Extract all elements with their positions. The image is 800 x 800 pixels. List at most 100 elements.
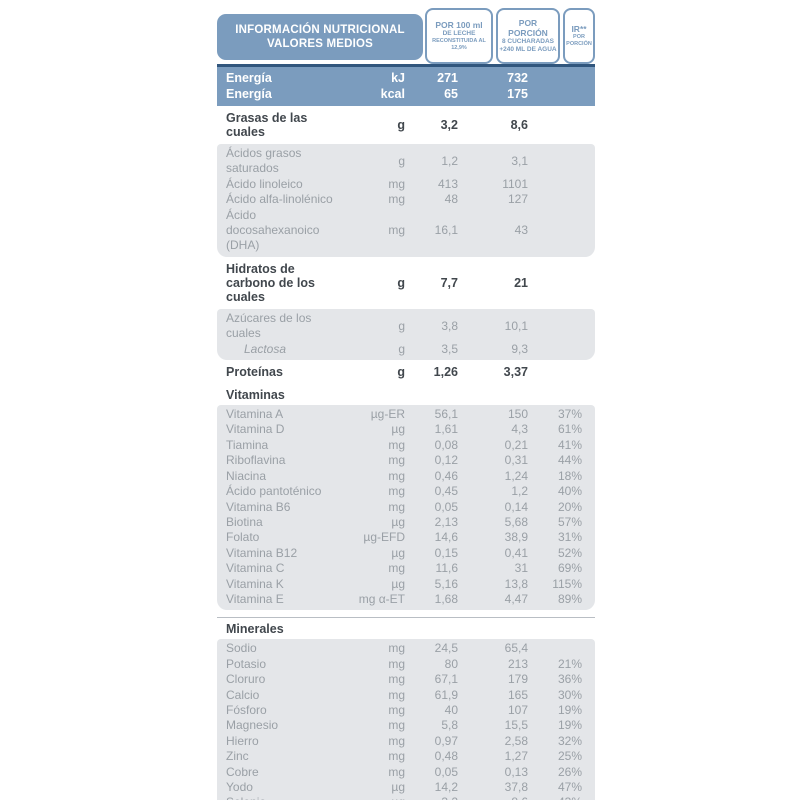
row-unit: mg: [388, 687, 405, 702]
col-ir-line1: IR**: [571, 24, 587, 34]
row-value-ir-percent: 43%: [539, 795, 595, 800]
row-unit: mg: [388, 656, 405, 671]
table-title: INFORMACIÓN NUTRICIONAL VALORES MEDIOS: [217, 14, 423, 60]
table-row: Grasas de las cuales g 3,2 8,6: [217, 106, 595, 144]
row-value-per-portion: 2,58: [504, 733, 528, 748]
row-value-ir-percent: 44%: [557, 453, 582, 468]
row-label: Vitamina B12: [226, 545, 298, 560]
table-row: Vitamina C mg 11,6 31 69%: [217, 561, 595, 577]
row-label: Vitamina K: [226, 576, 284, 591]
table-row: Vitamina B12 µg 0,15 0,41 52%: [217, 545, 595, 562]
row-value-per-portion: 3,1: [511, 153, 528, 168]
table-row: Vitaminas: [217, 384, 595, 406]
row-unit: µg: [391, 514, 405, 529]
row-label: Hidratos de carbono de los cuales: [226, 261, 315, 304]
row-label: Ácido pantoténico: [226, 484, 322, 499]
row-value-per-portion: 732: [507, 71, 528, 85]
row-value-ir-percent: 21%: [557, 656, 582, 671]
row-unit: mg: [388, 223, 405, 238]
row-label: Vitamina E: [226, 591, 284, 606]
row-value-per-portion: 21: [514, 275, 528, 290]
table-row: Vitamina E mg α-ET 1,68 4,47 89%: [217, 591, 595, 611]
row-value-ir-percent: 25%: [557, 749, 582, 764]
row-value-per-100ml: 0,46: [434, 468, 458, 483]
row-value-per-portion: 3,37: [503, 365, 528, 380]
row-label: Ácido linoleico: [226, 176, 303, 191]
row-value-per-portion: 165: [507, 687, 528, 702]
row-value-ir-percent: 57%: [557, 514, 582, 529]
row-value-per-portion: 1,27: [504, 749, 528, 764]
row-value-per-100ml: 7,7: [440, 275, 458, 290]
row-unit: g: [397, 365, 405, 380]
row-unit: g: [398, 153, 405, 168]
row-value-per-portion: 127: [507, 192, 528, 207]
row-value-per-portion: 107: [507, 702, 528, 717]
row-value-per-100ml: 67,1: [434, 672, 458, 687]
row-value-per-100ml: 0,48: [434, 749, 458, 764]
row-value-ir-percent: 20%: [557, 499, 582, 514]
row-value-per-100ml: 14,2: [434, 780, 458, 794]
row-unit: g: [398, 341, 405, 356]
row-label: Potasio: [226, 656, 267, 671]
row-value-per-100ml: 80: [444, 656, 458, 671]
row-unit: mg: [388, 561, 405, 576]
table-row: [217, 610, 595, 618]
row-value-per-100ml: 24,5: [434, 641, 458, 656]
table-row: Calcio mg 61,9 165 30%: [217, 687, 595, 703]
row-label: Zinc: [226, 749, 249, 764]
row-value-per-portion: 65,4: [504, 641, 528, 656]
title-line2: VALORES MEDIOS: [266, 38, 374, 50]
row-value-per-100ml: 0,05: [434, 764, 458, 779]
row-label: Magnesio: [226, 718, 279, 733]
row-label: Tiamina: [226, 437, 269, 452]
row-unit: mg: [388, 192, 405, 207]
row-label: Grasas de las cuales: [226, 111, 308, 139]
row-unit: kJ: [391, 71, 405, 85]
row-value-per-portion: 43: [514, 223, 528, 238]
row-value-per-portion: 0,31: [504, 453, 528, 468]
row-value-per-100ml: 0,08: [434, 437, 458, 452]
row-unit: mg: [388, 749, 405, 764]
row-value-per-portion: 8,6: [510, 118, 528, 132]
row-value-per-100ml: 0,12: [434, 453, 458, 468]
table-row: Zinc mg 0,48 1,27 25%: [217, 749, 595, 765]
table-row: Fósforo mg 40 107 19%: [217, 702, 595, 719]
row-value-per-100ml: 61,9: [434, 687, 458, 702]
table-row: Ácido alfa-linolénico mg 48 127: [217, 192, 595, 208]
row-value-per-100ml: 48: [444, 192, 458, 207]
table-row: Tiamina mg 0,08 0,21 41%: [217, 437, 595, 454]
table-row: Azúcares de los cuales g 3,8 10,1: [217, 308, 595, 342]
row-value-per-100ml: 0,45: [434, 484, 458, 499]
row-unit: mg: [388, 641, 405, 656]
row-label: Ácidos grasos saturados: [226, 146, 302, 176]
row-value-ir-percent: 19%: [557, 702, 582, 717]
row-label: Folato: [226, 530, 260, 545]
table-row: Niacina mg 0,46 1,24 18%: [217, 468, 595, 485]
row-value-ir-percent: 37%: [557, 407, 582, 422]
table-row: Hidratos de carbono de los cuales g 7,7 21: [217, 256, 595, 309]
row-label: Biotina: [226, 514, 263, 529]
row-value-per-100ml: 1,26: [433, 365, 458, 380]
row-value-per-100ml: 14,6: [434, 530, 458, 545]
table-row: Proteínas g 1,26 3,37: [217, 360, 595, 385]
row-unit: mg: [388, 718, 405, 733]
row-unit: µg: [391, 576, 405, 591]
row-value-per-portion: 31: [514, 561, 528, 576]
row-unit: µg-ER: [370, 407, 405, 422]
row-value-per-portion: 179: [507, 672, 528, 687]
table-row: Riboflavina mg 0,12 0,31 44%: [217, 453, 595, 469]
row-value-per-portion: 4,3: [511, 422, 528, 437]
col-portion-line1: POR PORCIÓN: [508, 18, 548, 38]
table-body: Grasas de las cuales g 3,2 8,6 Ácidos grasos…: [217, 106, 595, 800]
row-value-per-100ml: 3,2: [440, 118, 458, 132]
table-row: Lactosa g 3,5 9,3: [217, 341, 595, 361]
row-value-per-100ml: 65: [444, 87, 458, 101]
row-unit: mg α-ET: [358, 591, 405, 606]
row-label: Ácido docosahexanoico (DHA): [226, 207, 320, 253]
row-value-per-portion: 4,47: [504, 591, 528, 606]
table-row: Vitamina K µg 5,16 13,8 115%: [217, 576, 595, 592]
row-label: Fósforo: [226, 702, 267, 717]
row-value-per-portion: 213: [507, 656, 528, 671]
table-row: Vitamina B6 mg 0,05 0,14 20%: [217, 499, 595, 515]
